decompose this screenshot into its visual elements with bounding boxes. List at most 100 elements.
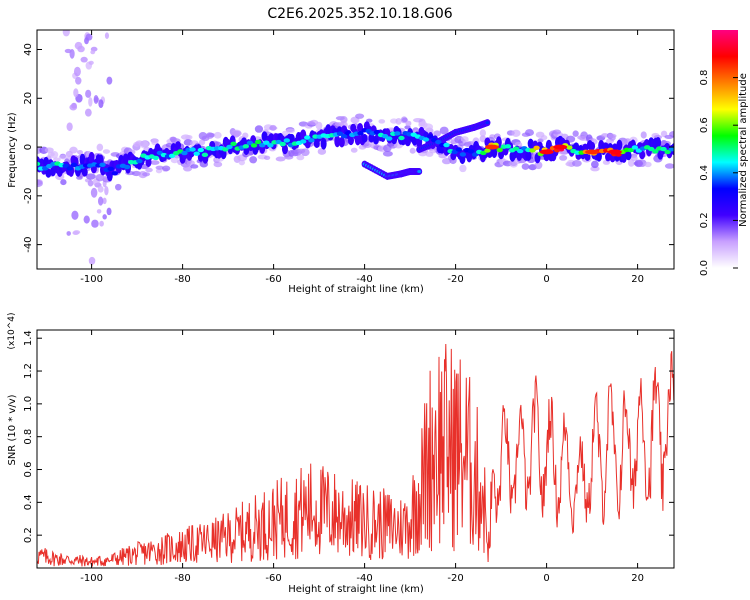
heatmap-cell — [404, 137, 411, 147]
heatmap-cell — [97, 185, 104, 193]
heatmap-cell — [242, 132, 249, 139]
x-tick-label: -20 — [447, 573, 463, 584]
heatmap-cell — [644, 161, 652, 168]
heatmap-cell — [201, 152, 209, 158]
heatmap-cell — [395, 117, 402, 125]
heatmap-cell — [451, 149, 458, 155]
heatmap-cell — [50, 150, 59, 159]
colorbar: 0.0 0.2 0.4 0.6 0.8 Normalized spectral ampl… — [699, 30, 749, 276]
heatmap-cell — [60, 179, 67, 186]
heatmap-cell — [639, 150, 646, 160]
x-tick-label: -40 — [356, 274, 372, 285]
heatmap-cell — [230, 141, 237, 146]
spectrogram-y-axis-label: Frequency (Hz) — [7, 112, 18, 188]
heatmap-cell — [304, 135, 311, 140]
y-tick-label: 1.0 — [23, 396, 34, 412]
heatmap-cell — [95, 173, 105, 182]
heatmap-cell — [102, 197, 107, 205]
heatmap-cell — [525, 150, 532, 161]
heatmap-cell — [186, 160, 195, 166]
x-tick-label: -80 — [174, 274, 190, 285]
heatmap-cell — [552, 129, 562, 135]
heatmap-cell — [73, 66, 81, 77]
heatmap-cell — [198, 139, 206, 146]
snr-y-axis-label: SNR (10 * v/v) — [7, 394, 18, 465]
heatmap-cell — [340, 116, 348, 124]
heatmap-cell — [246, 140, 254, 146]
heatmap-cell — [616, 139, 623, 151]
heatmap-cell — [534, 161, 543, 170]
heatmap-cell — [320, 137, 327, 150]
x-tick-label: -100 — [80, 274, 103, 285]
heatmap-cell — [347, 136, 354, 146]
heatmap-cell — [631, 145, 639, 150]
heatmap-cell — [242, 144, 250, 149]
heatmap-cell — [336, 131, 344, 136]
heatmap-cell — [315, 121, 323, 130]
heatmap-cell — [155, 165, 164, 170]
heatmap-cell — [471, 152, 479, 157]
heatmap-cell — [175, 141, 182, 150]
heatmap-cell — [566, 145, 573, 150]
heatmap-cell — [189, 147, 196, 152]
heatmap-cell — [53, 157, 61, 162]
heatmap-cell — [44, 147, 54, 153]
y-tick-label: 0.4 — [23, 494, 34, 510]
heatmap-cell — [267, 143, 274, 148]
heatmap-cell — [484, 148, 491, 153]
heatmap-cell — [354, 133, 361, 146]
snr-frame — [36, 329, 675, 569]
heatmap-cell — [106, 169, 113, 182]
heatmap-cell — [521, 163, 530, 170]
heatmap-cell — [88, 60, 94, 65]
x-tick-label: -20 — [447, 274, 463, 285]
heatmap-cell — [77, 149, 83, 155]
heatmap-cell — [73, 230, 81, 235]
heatmap-cell — [136, 158, 143, 164]
heatmap-cell — [168, 153, 176, 159]
heatmap-cell — [73, 88, 79, 98]
heatmap-cell — [439, 126, 449, 135]
heatmap-cell — [401, 117, 408, 123]
heatmap-cell — [81, 167, 88, 177]
heatmap-cell — [405, 120, 412, 127]
heatmap-cell — [83, 215, 90, 224]
heatmap-cell — [378, 119, 386, 124]
heatmap-cell — [37, 161, 41, 167]
heatmap-cell — [460, 136, 469, 143]
heatmap-cell — [433, 130, 442, 137]
heatmap-cell — [630, 155, 638, 161]
heatmap-hotspot — [585, 149, 600, 155]
heatmap-cell — [308, 138, 315, 143]
heatmap-cell — [317, 148, 327, 155]
heatmap-cell — [669, 131, 674, 138]
heatmap-cell — [162, 165, 171, 172]
heatmap-cell — [106, 76, 113, 85]
heatmap-cell — [107, 166, 114, 172]
heatmap-cell — [559, 155, 568, 161]
y-tick-label: -20 — [23, 188, 34, 204]
heatmap-cell — [88, 256, 96, 265]
heatmap-cell — [98, 196, 104, 206]
colorbar-tick-label: 0.8 — [699, 70, 710, 86]
heatmap-cell — [496, 147, 503, 153]
heatmap-cell — [357, 131, 364, 136]
heatmap-cell — [69, 146, 78, 154]
colorbar-tick-label: 0.6 — [699, 117, 710, 133]
heatmap-cell — [591, 160, 599, 169]
heatmap-cell — [285, 128, 295, 134]
heatmap-cell — [93, 94, 99, 104]
spectrogram-frame — [36, 29, 675, 270]
heatmap-cell — [232, 130, 242, 137]
heatmap-cell — [601, 133, 609, 138]
heatmap-cell — [88, 97, 93, 107]
heatmap-cell — [540, 135, 548, 141]
heatmap-cell — [338, 136, 345, 148]
heatmap-cell — [368, 133, 375, 143]
heatmap-cell — [79, 153, 86, 166]
heatmap-cell — [543, 152, 550, 162]
heatmap-cell — [640, 131, 647, 139]
heatmap-cell — [459, 164, 467, 173]
heatmap-cell — [394, 131, 401, 136]
snr-plot-area — [37, 330, 674, 568]
